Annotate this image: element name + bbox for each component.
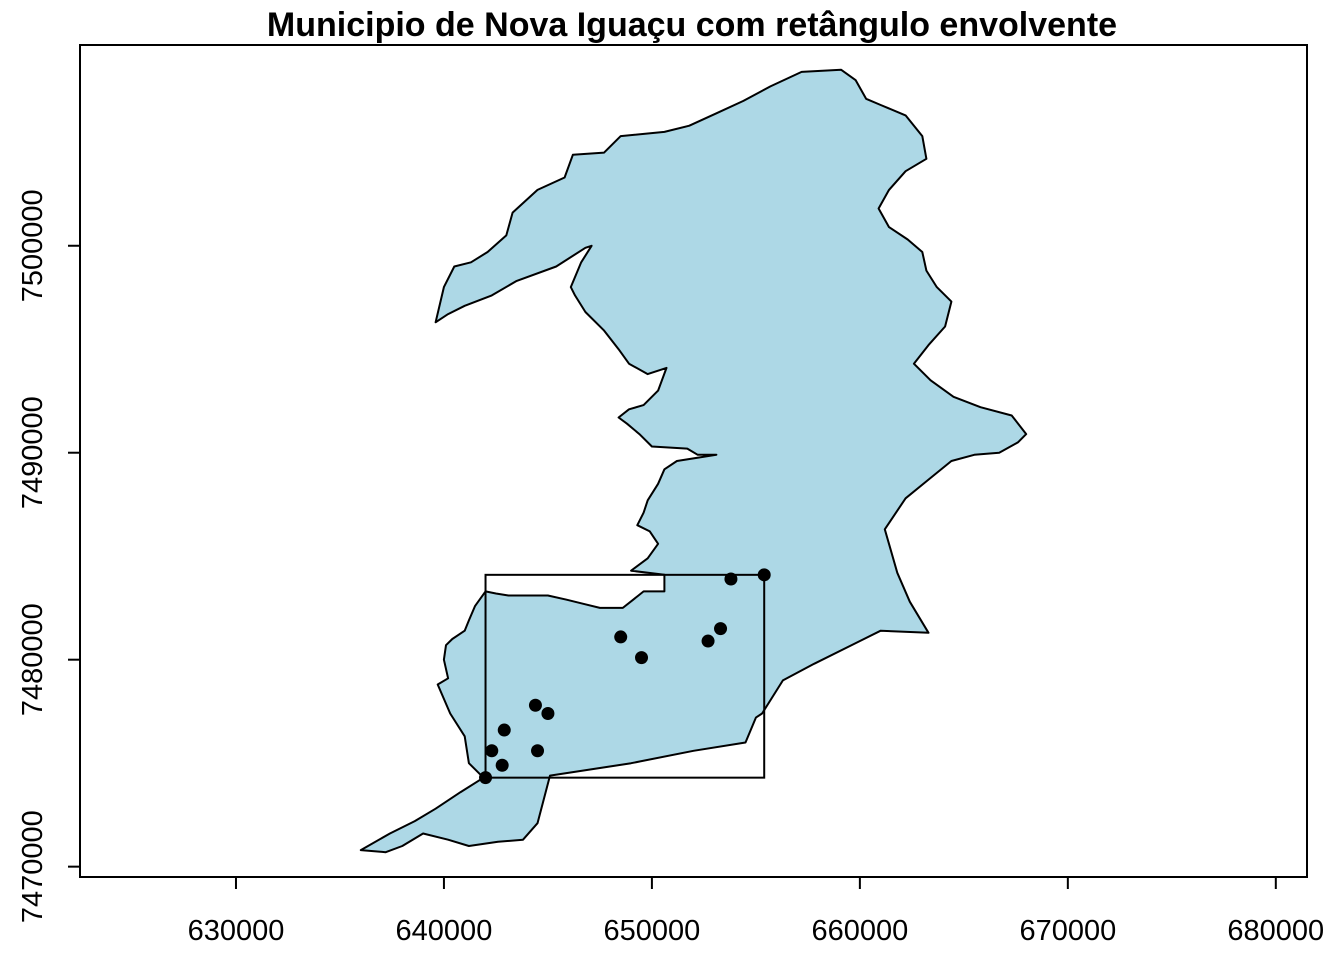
x-tick-label-5: 670000 [1019, 915, 1116, 947]
x-axis: 630000 640000 650000 660000 670000 680000 [188, 876, 1324, 947]
points-layer [479, 568, 771, 785]
point-11 [531, 744, 545, 758]
point-10 [485, 744, 499, 758]
x-tick-label-2: 640000 [396, 915, 493, 947]
x-tick-label-4: 660000 [811, 915, 908, 947]
municipality-polygon [359, 68, 1028, 854]
point-5 [701, 634, 715, 648]
point-12 [495, 758, 509, 772]
y-tick-label-1: 7470000 [17, 810, 49, 923]
point-3 [614, 630, 628, 644]
point-8 [541, 706, 555, 720]
plot-title: Municipio de Nova Iguaçu com retângulo e… [267, 6, 1117, 44]
point-9 [497, 723, 511, 737]
bounding-rectangle [484, 573, 766, 779]
x-tick-label-3: 650000 [604, 915, 701, 947]
y-tick-label-4: 7500000 [17, 189, 49, 302]
y-axis: 7470000 7480000 7490000 7500000 [17, 189, 81, 923]
point-6 [635, 651, 649, 665]
point-4 [714, 622, 728, 636]
y-tick-label-2: 7480000 [17, 603, 49, 716]
point-1 [757, 568, 771, 582]
x-tick-label-6: 680000 [1227, 915, 1324, 947]
map-layer [359, 68, 1028, 854]
x-tick-label-1: 630000 [188, 915, 285, 947]
point-7 [528, 698, 542, 712]
y-tick-label-3: 7490000 [17, 396, 49, 509]
point-13 [479, 771, 493, 785]
point-2 [724, 572, 738, 586]
